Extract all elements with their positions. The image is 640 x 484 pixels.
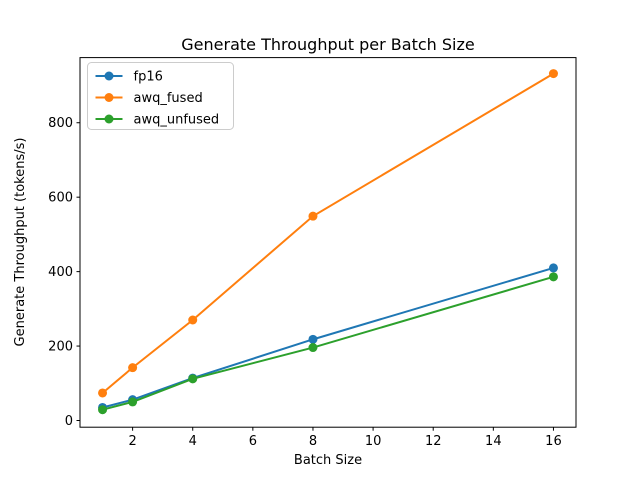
legend-handle-marker xyxy=(104,114,114,124)
series-marker-awq_fused xyxy=(98,388,108,398)
x-tick-label: 14 xyxy=(485,434,502,449)
legend-handle-marker xyxy=(104,93,114,102)
series-marker-awq_fused xyxy=(128,363,138,373)
series-marker-awq_unfused xyxy=(308,343,318,353)
x-tick-label: 12 xyxy=(425,434,442,449)
series-marker-fp16 xyxy=(308,334,318,344)
series-line-awq_unfused xyxy=(101,275,555,411)
x-tick-label: 6 xyxy=(249,434,257,449)
series-marker-awq_unfused xyxy=(128,397,138,407)
y-tick-label: 0 xyxy=(65,414,73,429)
x-tick-label: 16 xyxy=(545,434,562,449)
x-tick-label: 10 xyxy=(365,434,382,449)
chart-title: Generate Throughput per Batch Size xyxy=(181,35,474,54)
series-marker-awq_fused xyxy=(188,315,198,325)
series-marker-fp16 xyxy=(548,263,558,273)
legend-box xyxy=(87,62,234,130)
y-tick-label: 800 xyxy=(48,116,73,131)
y-tick-label: 200 xyxy=(48,340,73,355)
legend-label: fp16 xyxy=(134,70,163,85)
series-marker-awq_fused xyxy=(548,69,558,79)
x-axis-label: Batch Size xyxy=(294,453,362,468)
x-tick-label: 8 xyxy=(309,434,317,449)
plot-frame xyxy=(79,57,577,428)
series-marker-awq_unfused xyxy=(188,374,198,384)
legend-label: awq_fused xyxy=(134,91,203,106)
x-tick-label: 4 xyxy=(189,434,197,449)
legend-label: awq_unfused xyxy=(134,113,220,128)
y-axis-label: Generate Throughput (tokens/s) xyxy=(13,138,28,347)
plot-layer: 2 4 6 8 10 12 14 16 0 200 400 600 800 fp16 awq_fusedaw… xyxy=(48,57,577,449)
legend-handle-marker xyxy=(104,71,114,81)
series-marker-awq_fused xyxy=(308,211,318,221)
y-tick-label: 400 xyxy=(48,265,73,280)
y-tick-label: 600 xyxy=(48,191,73,206)
series-marker-awq_unfused xyxy=(98,405,108,415)
x-tick-label: 2 xyxy=(128,434,136,449)
series-marker-awq_unfused xyxy=(548,272,558,282)
